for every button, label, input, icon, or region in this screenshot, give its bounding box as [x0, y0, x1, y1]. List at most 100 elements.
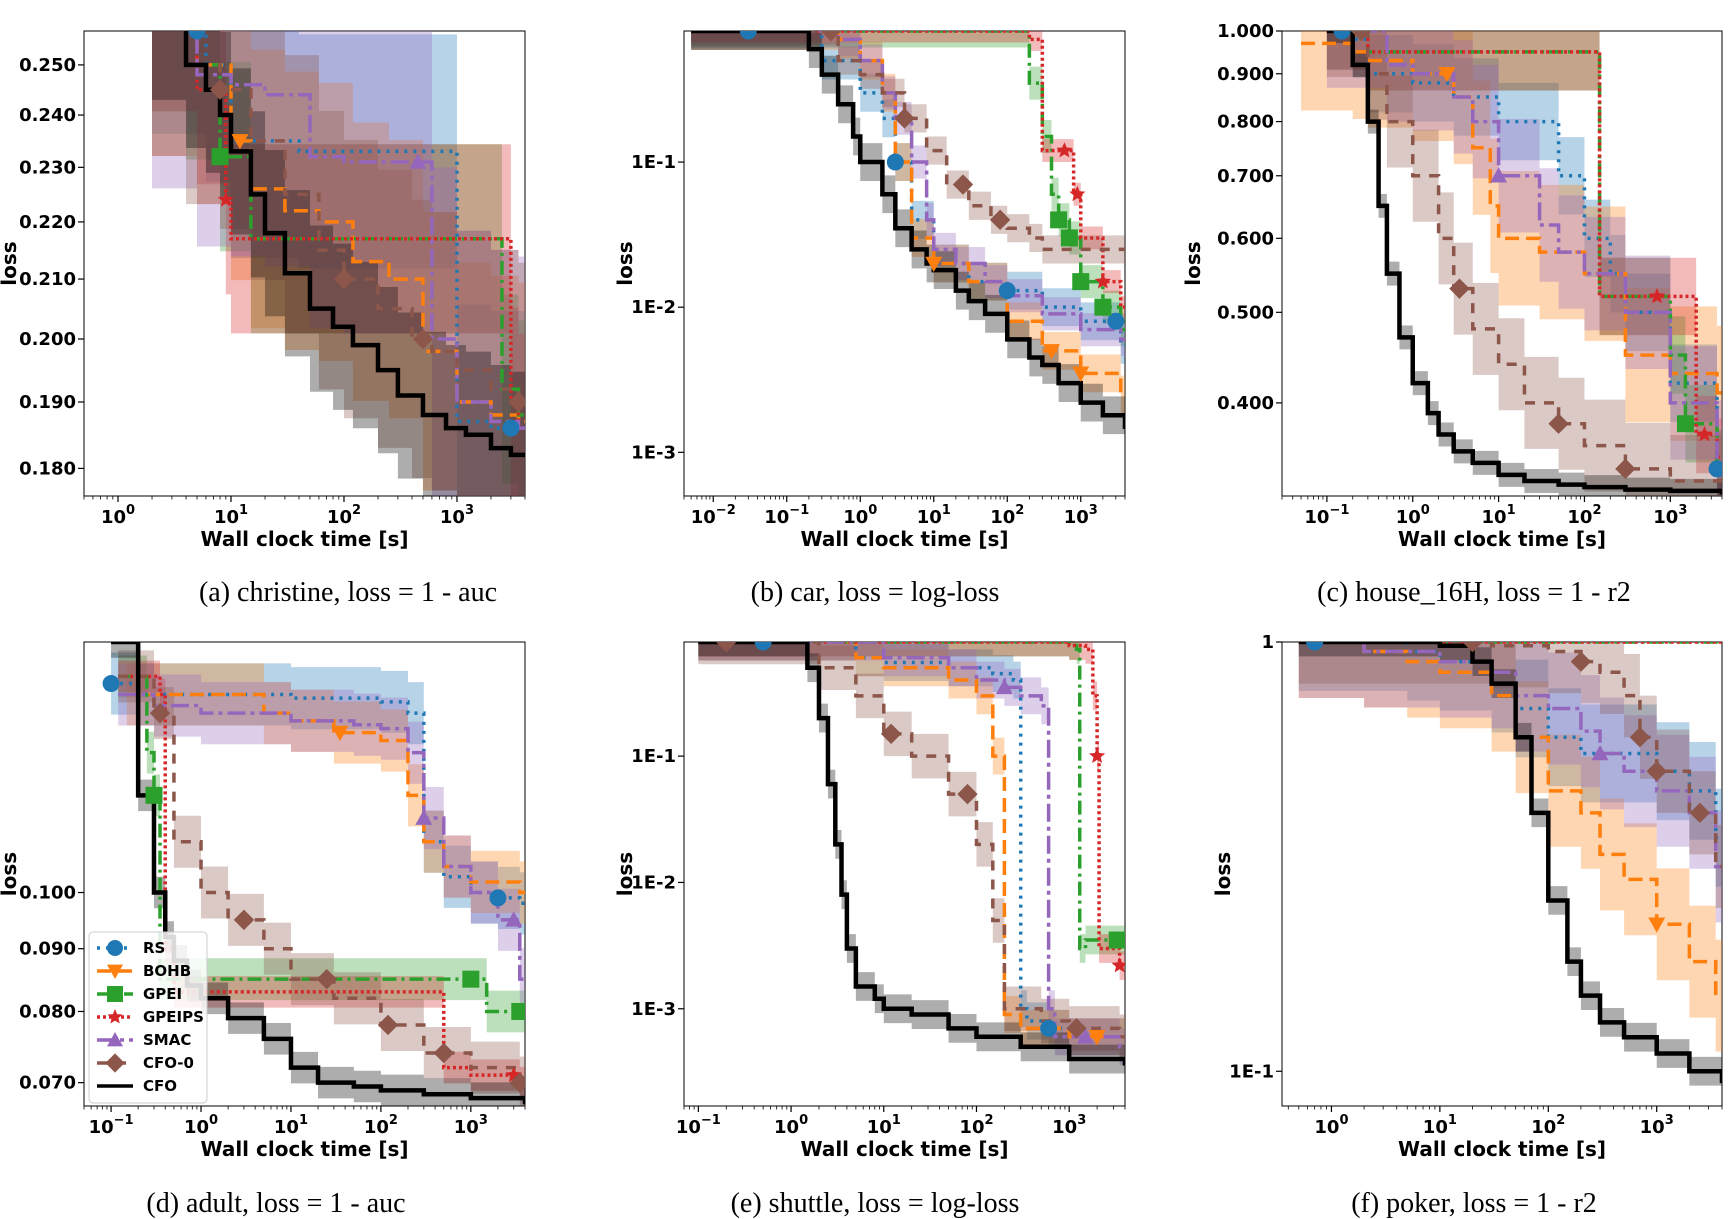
marker-cfo-0 — [412, 328, 434, 350]
x-tick-label: 102 — [959, 1113, 993, 1138]
band-rs — [1298, 642, 1722, 887]
line-gpeips — [698, 642, 1125, 968]
legend-marker-bohb — [107, 964, 123, 979]
marker-rs — [188, 31, 206, 40]
line-cfo — [111, 642, 525, 1105]
legend-label: SMAC — [143, 1031, 191, 1049]
marker-cfo-0 — [377, 1014, 399, 1036]
marker-gpei — [462, 970, 480, 988]
y-tick-label: 1E-1 — [1229, 1061, 1274, 1082]
caption-b: (b) car, loss = log-loss — [751, 577, 1000, 608]
band-bohb — [1298, 642, 1722, 1052]
legend-label: CFO — [143, 1077, 177, 1095]
marker-cfo-0 — [209, 79, 231, 100]
marker-gpei — [1108, 931, 1125, 949]
marker-rs — [502, 419, 520, 437]
band-cfo — [111, 642, 525, 1106]
marker-gpeips — [1648, 287, 1666, 304]
band-cfo — [152, 31, 525, 496]
band-cfo-0 — [1326, 31, 1722, 496]
x-axis-label: Wall clock time [s] — [1398, 527, 1606, 551]
y-tick-label: 0.180 — [19, 458, 76, 479]
x-axis-label: Wall clock time [s] — [1398, 1137, 1606, 1161]
x-tick-label: 103 — [1653, 503, 1687, 528]
line-gpei — [698, 642, 1125, 951]
marker-rs — [998, 282, 1016, 300]
x-axis-label: Wall clock time [s] — [800, 1137, 1008, 1161]
panel-b: 10−2 10−1 100 101 102 103 1E-1 1E-2 1E-3 Wall clo… — [613, 30, 1126, 608]
marker-gpeips — [1069, 185, 1086, 202]
line-cfo — [183, 31, 525, 458]
x-tick-label: 102 — [327, 503, 361, 528]
legend-item-rs: RS — [97, 939, 165, 957]
x-tick-label: 103 — [440, 503, 474, 528]
caption-e: (e) shuttle, loss = log-loss — [731, 1188, 1020, 1219]
legend-item-bohb: BOHB — [97, 962, 191, 980]
marker-cfo-0 — [1066, 1018, 1087, 1039]
x-tick-label: 101 — [917, 503, 951, 528]
x-tick-label: 100 — [184, 1113, 218, 1138]
band-cfo — [1326, 31, 1722, 496]
band-bohb — [126, 663, 525, 924]
line-gpeips — [195, 31, 525, 430]
marker-cfo-0 — [957, 783, 978, 805]
y-tick-label: 1E-2 — [631, 872, 676, 893]
band-bohb — [691, 31, 1125, 414]
marker-cfo-0 — [1462, 642, 1483, 653]
x-tick-label: 100 — [843, 503, 877, 528]
band-rs — [111, 652, 525, 935]
marker-cfo-0 — [333, 268, 355, 290]
marker-cfo-0 — [1629, 727, 1651, 748]
band-cfo — [691, 31, 1125, 446]
marker-cfo-0 — [509, 1072, 525, 1093]
plot-content — [1301, 31, 1722, 496]
x-tick-label: 10−1 — [89, 1113, 134, 1138]
plot-content — [152, 31, 525, 496]
y-tick-label: 0.500 — [1217, 302, 1274, 323]
panel-d: 10−1 100 101 102 103 0.100 0.090 0.080 0.070 Wall… — [0, 641, 526, 1219]
legend-marker-cfo-0 — [105, 1053, 125, 1073]
marker-smac — [505, 911, 523, 927]
line-gpeips — [1326, 31, 1722, 459]
marker-gpei — [1060, 229, 1078, 247]
y-tick-label: 0.200 — [19, 329, 76, 350]
y-tick-label: 0.090 — [19, 939, 76, 960]
marker-bohb — [1648, 917, 1666, 933]
marker-rs — [1708, 460, 1722, 478]
marker-gpeips — [1089, 747, 1106, 763]
marker-smac — [1077, 1028, 1095, 1044]
line-cfo-0 — [698, 642, 1125, 1039]
x-tick-label: 102 — [1531, 1113, 1565, 1138]
x-tick-label: 101 — [1482, 503, 1516, 528]
band-cfo — [1298, 642, 1722, 1096]
marker-gpei — [1094, 298, 1112, 316]
plot-content — [1298, 642, 1722, 1096]
marker-cfo-0 — [1449, 278, 1470, 299]
marker-smac — [1591, 744, 1609, 761]
x-axis-label: Wall clock time [s] — [800, 527, 1008, 551]
marker-cfo-0 — [433, 1042, 454, 1064]
marker-gpeips — [1094, 273, 1111, 289]
y-tick-label: 0.250 — [19, 55, 76, 76]
legend-label: RS — [143, 939, 165, 957]
marker-cfo-0 — [508, 391, 525, 413]
y-tick-label: 0.400 — [1217, 393, 1274, 414]
marker-cfo-0 — [894, 108, 915, 129]
marker-gpei — [1072, 273, 1090, 291]
line-smac — [1298, 642, 1722, 869]
line-cfo-0 — [691, 31, 1125, 252]
x-tick-label: 100 — [1396, 503, 1430, 528]
marker-bohb — [925, 256, 943, 272]
marker-rs — [754, 642, 772, 651]
y-tick-label: 0.230 — [19, 157, 76, 178]
marker-cfo-0 — [1350, 31, 1372, 42]
x-tick-label: 101 — [274, 1113, 308, 1138]
x-tick-label: 10−1 — [764, 503, 809, 528]
y-axis-label: loss — [613, 241, 637, 285]
band-gpeips — [152, 31, 525, 496]
legend-item-smac: SMAC — [97, 1031, 191, 1049]
marker-bohb — [1072, 366, 1090, 382]
marker-gpei — [211, 148, 229, 166]
marker-gpeips — [1056, 142, 1073, 158]
